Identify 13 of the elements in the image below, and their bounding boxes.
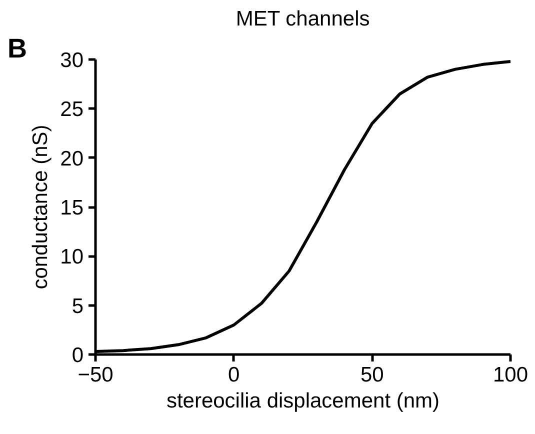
text: B xyxy=(8,34,27,64)
x-tick-label: 50 xyxy=(360,364,384,386)
chart-title: MET channels xyxy=(236,8,370,30)
x-axis-title: stereocilia displacement (nm) xyxy=(166,390,440,412)
y-axis-title: conductance (nS) xyxy=(29,124,52,290)
x-tick-label: 0 xyxy=(228,364,240,386)
y-tick-label: 30 xyxy=(60,49,84,72)
y-tick-label: 20 xyxy=(60,147,84,170)
y-tick-label: 15 xyxy=(60,196,84,220)
y-tick-label: 5 xyxy=(72,294,84,318)
y-tick-label: 25 xyxy=(60,98,84,122)
x-tick-label: 100 xyxy=(492,364,528,386)
y-tick-label: 10 xyxy=(60,246,84,269)
